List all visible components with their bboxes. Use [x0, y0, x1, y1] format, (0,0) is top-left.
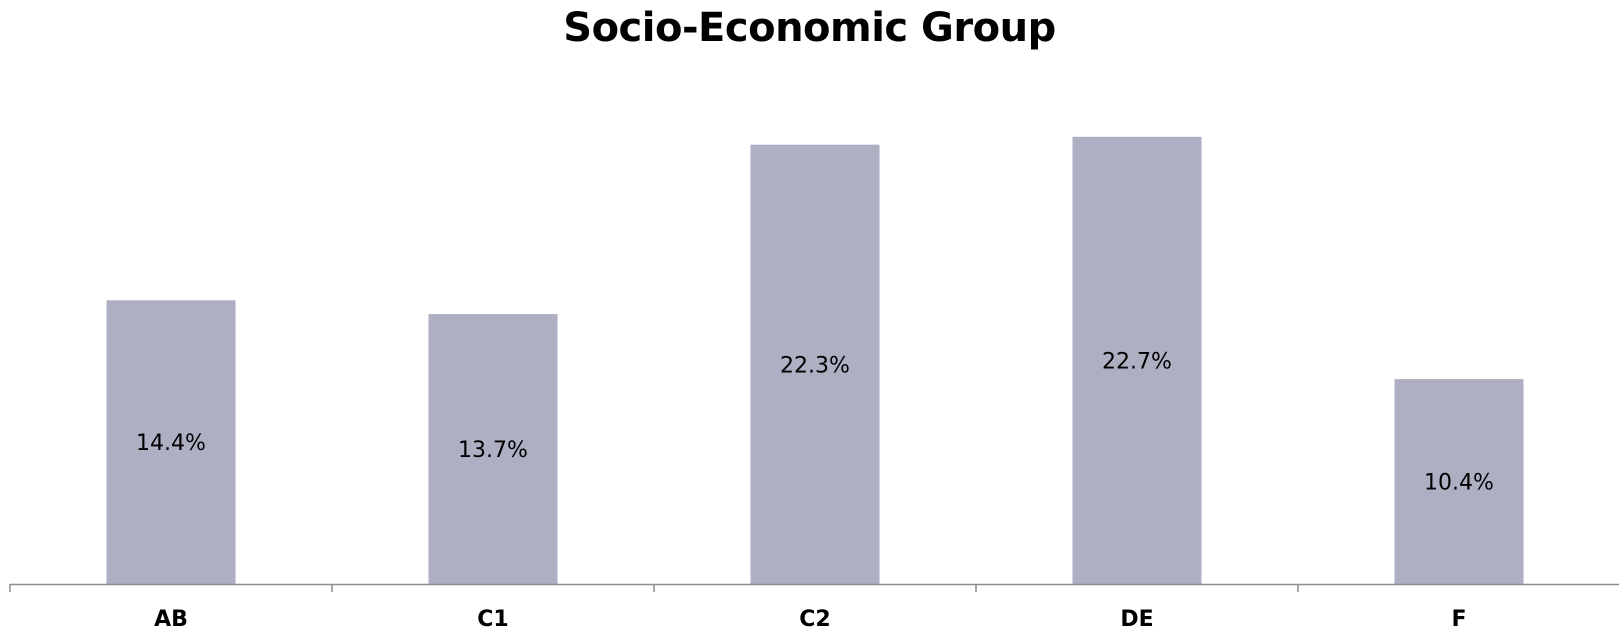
bar-de	[1072, 136, 1202, 585]
category-label-c2: C2	[799, 607, 830, 630]
data-label-de: 22.7%	[1102, 349, 1172, 374]
bar-c2	[750, 144, 880, 584]
bars-group	[106, 136, 1524, 585]
category-label-c1: C1	[477, 607, 508, 630]
data-label-ab: 14.4%	[136, 431, 206, 456]
bar-f	[1394, 379, 1524, 584]
data-label-c2: 22.3%	[780, 353, 850, 378]
x-axis	[9, 583, 1619, 592]
category-label-ab: AB	[154, 607, 188, 630]
category-label-de: DE	[1120, 607, 1153, 630]
labels-group: 14.4% AB 13.7% C1 22.3% C2 22.7% DE 10.4% F	[136, 349, 1494, 630]
bar-c1	[428, 314, 558, 584]
data-label-f: 10.4%	[1424, 471, 1494, 496]
chart-title: Socio-Economic Group	[563, 5, 1056, 51]
category-label-f: F	[1451, 607, 1466, 630]
data-label-c1: 13.7%	[458, 438, 528, 463]
bar-ab	[106, 300, 236, 584]
